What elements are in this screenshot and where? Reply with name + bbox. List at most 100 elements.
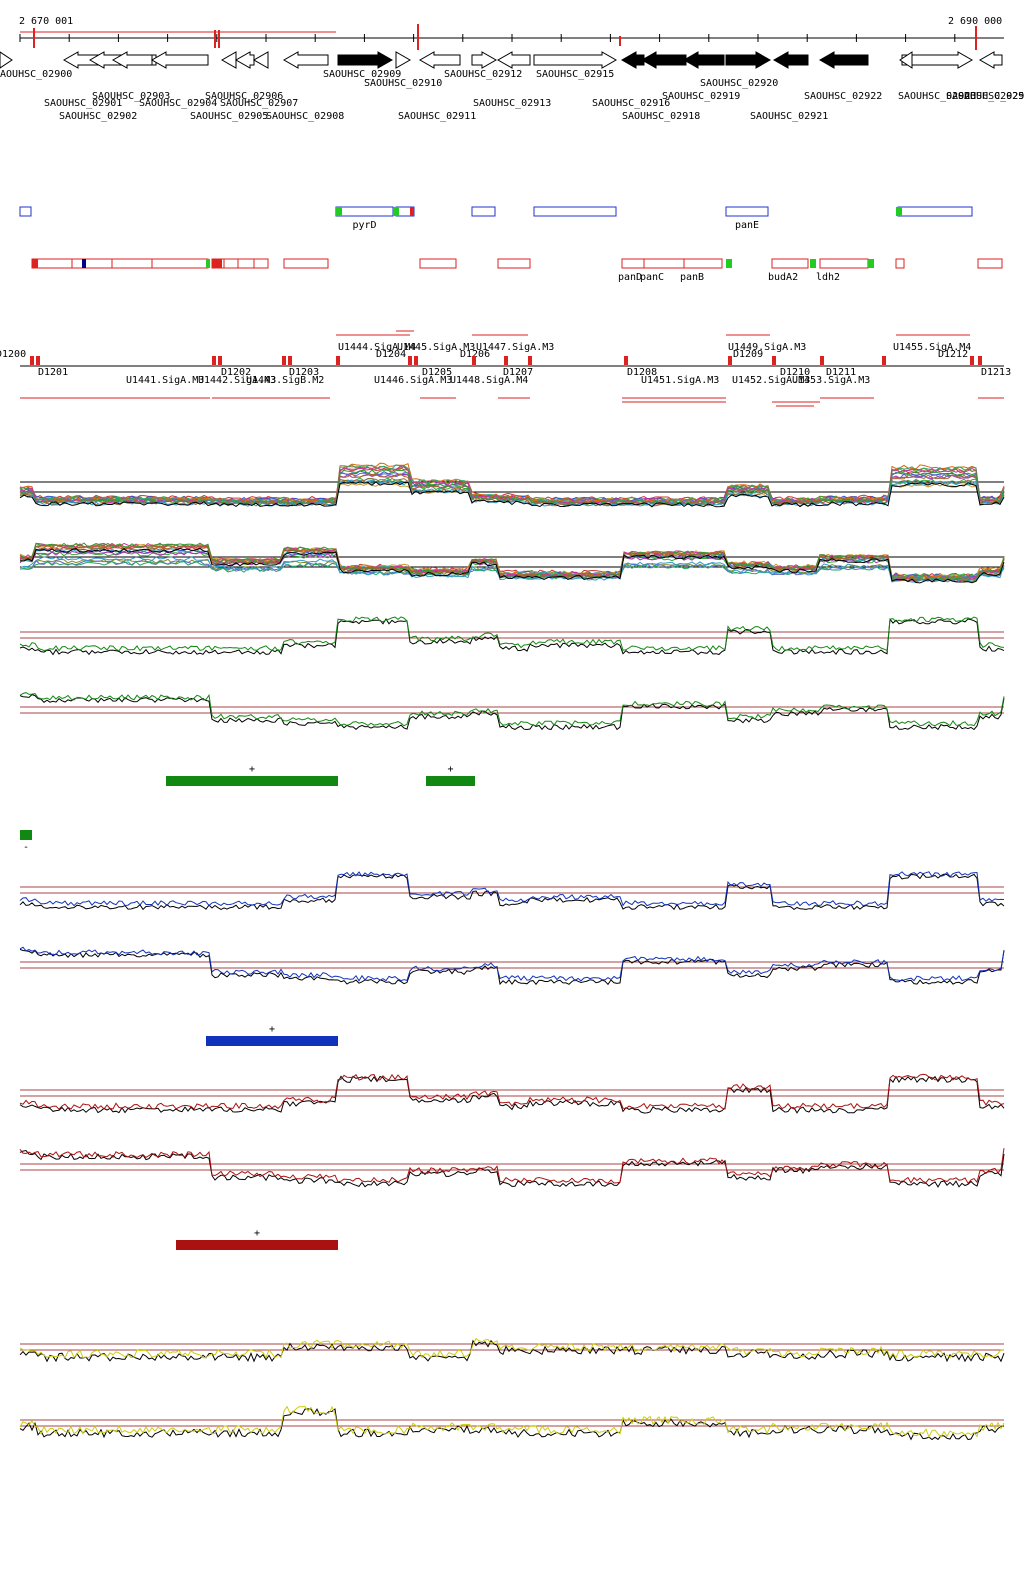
segment-label: U1445.SigA.M3	[397, 342, 475, 353]
paired-track	[19, 1073, 1005, 1114]
gene-arrow[interactable]: SAOUHSC_02911	[398, 51, 476, 122]
multi-sample-expression-tracks	[19, 462, 1005, 584]
segment-label: U1441.SigA.M3	[126, 375, 204, 386]
strand-bar: +	[426, 764, 475, 786]
blue-annotation[interactable]: pyrD	[335, 206, 394, 231]
gene-arrow[interactable]: SAOUHSC_02915	[533, 51, 618, 80]
gene-label: SAOUHSC_02900	[0, 69, 72, 80]
gene-arrow[interactable]: SAOUHSC_02918	[622, 51, 700, 122]
segment-label: D1207	[503, 367, 533, 378]
segment-label: U1446.SigA.M3	[374, 375, 452, 386]
gene-label: SAOUHSC_02910	[364, 78, 442, 89]
red-annotation[interactable]	[31, 258, 209, 269]
gene-arrow[interactable]: SAOUHSC_02904	[139, 51, 217, 109]
gene-arrow[interactable]: SAOUHSC_02907	[220, 51, 298, 109]
red-annotation[interactable]	[283, 258, 329, 269]
multi-sample-track	[19, 462, 1005, 508]
paired-track	[19, 871, 1005, 911]
gene-arrow[interactable]: SAOUHSC_02919	[662, 51, 740, 102]
gene-label: SAOUHSC_02908	[266, 111, 344, 122]
gene-label: SAOUHSC_02925	[946, 91, 1024, 102]
gene-arrow[interactable]: SAOUHSC_02924	[899, 51, 1024, 102]
segment-label: U1444.SigA.M4	[338, 342, 416, 353]
red-annotation[interactable]	[977, 258, 1003, 269]
segment-label: D1211	[826, 367, 856, 378]
strand-bar: +	[166, 764, 338, 786]
gene-arrow[interactable]: SAOUHSC_02905	[190, 51, 268, 122]
gene-arrow[interactable]: SAOUHSC_02900	[0, 51, 72, 80]
blue-annotation[interactable]: panE	[725, 206, 769, 231]
segment-label: U1449.SigA.M3	[728, 342, 806, 353]
segment-label: U1451.SigA.M3	[641, 375, 719, 386]
segment-label: U1455.SigA.M4	[893, 342, 971, 353]
gene-label: SAOUHSC_02911	[398, 111, 476, 122]
gene-label: SAOUHSC_02923	[898, 91, 976, 102]
gene-arrow[interactable]: SAOUHSC_02908	[266, 51, 344, 122]
gene-label: SAOUHSC_02909	[323, 69, 401, 80]
gene-label: SAOUHSC_02901	[44, 98, 122, 109]
blue-annotation[interactable]	[19, 206, 32, 217]
gene-arrow[interactable]: SAOUHSC_02910	[364, 51, 442, 89]
gene-arrow[interactable]: SAOUHSC_02903	[92, 51, 170, 102]
gene-arrow[interactable]: SAOUHSC_02912	[444, 51, 522, 80]
annotation-label: budA2	[768, 272, 798, 283]
red-annotation[interactable]: panC	[640, 258, 685, 283]
segment-label: D1200	[0, 349, 26, 360]
segment-label: D1209	[733, 349, 763, 360]
gene-track: SAOUHSC_02900SAOUHSC_02901SAOUHSC_02902S…	[0, 51, 1024, 122]
segment-label: D1204	[376, 349, 406, 360]
multi-sample-track	[19, 542, 1005, 584]
gene-arrow[interactable]: SAOUHSC_02921	[750, 51, 828, 122]
end-coordinate: 2 690 000	[948, 16, 1002, 27]
annotation-label: ldh2	[816, 272, 840, 283]
gene-arrow[interactable]: SAOUHSC_02913	[473, 51, 551, 109]
gene-label: SAOUHSC_02918	[622, 111, 700, 122]
gene-arrow[interactable]: SAOUHSC_02916	[592, 51, 670, 109]
gene-label: SAOUHSC_02919	[662, 91, 740, 102]
gene-arrow[interactable]: SAOUHSC_02925	[946, 51, 1024, 102]
blue-annotation-track: pyrD panE	[19, 206, 973, 231]
strand-bar: +	[176, 1228, 338, 1250]
strand-bar: -	[20, 830, 32, 853]
red-annotation[interactable]	[419, 258, 457, 269]
gene-arrow[interactable]: SAOUHSC_02909	[323, 51, 401, 80]
gene-label: SAOUHSC_02902	[59, 111, 137, 122]
paired-track	[19, 1148, 1005, 1188]
gene-label: SAOUHSC_02921	[750, 111, 828, 122]
annotation-label: panE	[735, 220, 759, 231]
gene-arrow[interactable]: SAOUHSC_02920	[700, 51, 778, 89]
gene-arrow[interactable]: SAOUHSC_02922	[804, 51, 882, 102]
paired-track	[19, 1405, 1005, 1441]
gene-arrow[interactable]: SAOUHSC_02906	[205, 51, 283, 102]
strand-sign: +	[249, 764, 255, 775]
blue-annotation[interactable]	[471, 206, 496, 217]
gene-label: SAOUHSC_02905	[190, 111, 268, 122]
blue-annotation[interactable]	[897, 206, 973, 217]
blue-annotation[interactable]	[533, 206, 617, 217]
gene-label: SAOUHSC_02907	[220, 98, 298, 109]
strand-bar: +	[206, 1024, 338, 1046]
gene-label: SAOUHSC_02913	[473, 98, 551, 109]
red-annotation[interactable]	[497, 258, 531, 269]
segment-label: D1206	[460, 349, 490, 360]
red-annotation[interactable]: budA2	[768, 258, 809, 283]
red-annotation[interactable]: ldh2	[816, 258, 869, 283]
strand-sign: +	[269, 1024, 275, 1035]
red-annotation[interactable]	[895, 258, 905, 269]
gene-label: SAOUHSC_02904	[139, 98, 217, 109]
paired-expression-tracks	[19, 616, 1005, 1441]
segment-label: D1203	[289, 367, 319, 378]
gene-label: SAOUHSC_02912	[444, 69, 522, 80]
gene-label: SAOUHSC_02924	[958, 91, 1024, 102]
red-annotation[interactable]: panB	[680, 258, 723, 283]
segment-label: D1205	[422, 367, 452, 378]
start-coordinate: 2 670 001	[19, 16, 73, 27]
segment-label: U1452.SigA.M3	[732, 375, 810, 386]
strand-sign: -	[23, 842, 29, 853]
annotation-label: panB	[680, 272, 704, 283]
segment-label: D1202	[221, 367, 251, 378]
gene-label: SAOUHSC_02915	[536, 69, 614, 80]
